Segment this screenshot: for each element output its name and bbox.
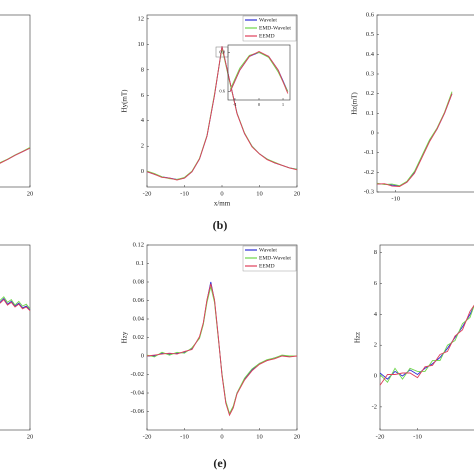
legend-label: EMD-Wavelet [259,255,291,261]
y-tick-label: 12 [138,15,145,22]
x-tick-label: -10 [180,433,189,440]
y-tick-label: 10 [138,41,145,48]
y-tick-label: 2 [141,143,144,150]
y-axis-label: Hy(mT) [121,89,129,113]
legend-label: Wavelet [259,247,277,253]
series-line [379,305,474,380]
legend-label: EEMD [259,263,275,269]
plot-area [227,44,291,101]
x-tick-label: 0 [220,190,223,197]
series-line [0,298,31,312]
series-line [0,147,31,164]
legend-label: Wavelet [259,17,277,23]
x-tick-label: 10 [256,190,263,197]
y-tick-label: 0 [141,352,144,359]
x-tick-label: 0 [220,433,223,440]
y-tick-label: -0.2 [364,169,374,176]
series-line [147,281,297,416]
plot-area [379,244,474,431]
y-tick-label: 0.6 [219,89,225,94]
y-tick-label: 8 [141,66,144,73]
plot-area [146,244,298,431]
legend-label: EMD-Wavelet [259,25,291,31]
series-line [376,93,453,187]
y-tick-label: 0.4 [366,51,375,58]
y-tick-label: 0.6 [366,11,375,18]
y-tick-label: 6 [374,280,378,287]
y-tick-label: 0.3 [366,70,374,77]
x-tick-label: -20 [143,433,152,440]
y-tick-label: -0.3 [364,188,374,195]
y-tick-label: 0.8 [219,49,225,54]
x-tick-label: -1 [233,102,237,107]
series-line [146,48,298,180]
panel-label: (e) [213,456,226,470]
x-tick-label: -10 [413,433,422,440]
y-tick-label: 8 [374,249,377,256]
y-axis-label: Hz(mT) [351,92,359,115]
y-axis-label: Hzz [354,332,362,343]
y-tick-label: 0.12 [133,241,144,248]
y-tick-label: 0.5 [366,31,374,38]
series-line [377,93,453,187]
y-tick-label: 0.1 [136,260,144,267]
y-tick-label: 0 [374,373,377,380]
legend-label: EEMD [259,33,275,39]
series-line [146,46,298,181]
x-tick-label: -10 [391,195,400,202]
y-tick-label: -0.06 [130,408,144,415]
series-line [379,304,474,383]
y-tick-label: 0.2 [366,90,374,97]
series-line [0,297,31,311]
x-tick-label: 20 [27,190,34,197]
y-tick-label: 0.06 [133,297,145,304]
y-tick-label: 0 [371,129,374,136]
plot-area [376,14,474,193]
x-tick-label: -10 [180,190,189,197]
series-line [376,91,453,187]
series-line [229,50,289,94]
x-tick-label: 20 [27,433,34,440]
y-tick-label: 0 [141,168,144,175]
series-line [0,147,31,164]
y-tick-label: 4 [374,311,378,318]
y-tick-label: -0.1 [364,149,374,156]
x-tick-label: 20 [294,433,301,440]
y-tick-label: -2 [372,403,377,410]
y-tick-label: -0.02 [130,371,144,378]
y-tick-label: 0.1 [366,110,374,117]
y-tick-label: -0.04 [130,389,144,396]
series-line [146,286,297,415]
x-tick-label: 20 [294,190,301,197]
series-line [379,304,474,386]
y-tick-label: 6 [141,92,145,99]
x-tick-label: 10 [256,433,263,440]
series-line [0,296,31,310]
x-tick-label: 0 [258,102,261,107]
x-axis-label: x/mm [214,200,231,208]
y-tick-label: 0.02 [133,334,144,341]
y-axis-label: Hzy [121,331,129,343]
x-tick-label: -20 [143,190,152,197]
plot-area [0,14,31,188]
y-tick-label: 0.08 [133,278,144,285]
y-tick-label: 2 [374,342,377,349]
x-tick-label: -20 [376,433,385,440]
plot-area [0,244,31,431]
y-tick-label: 0.04 [133,315,145,322]
series-line [229,51,289,92]
panel-label: (b) [213,218,228,232]
x-tick-label: 1 [282,102,284,107]
y-tick-label: 4 [141,117,145,124]
series-line [146,283,298,417]
